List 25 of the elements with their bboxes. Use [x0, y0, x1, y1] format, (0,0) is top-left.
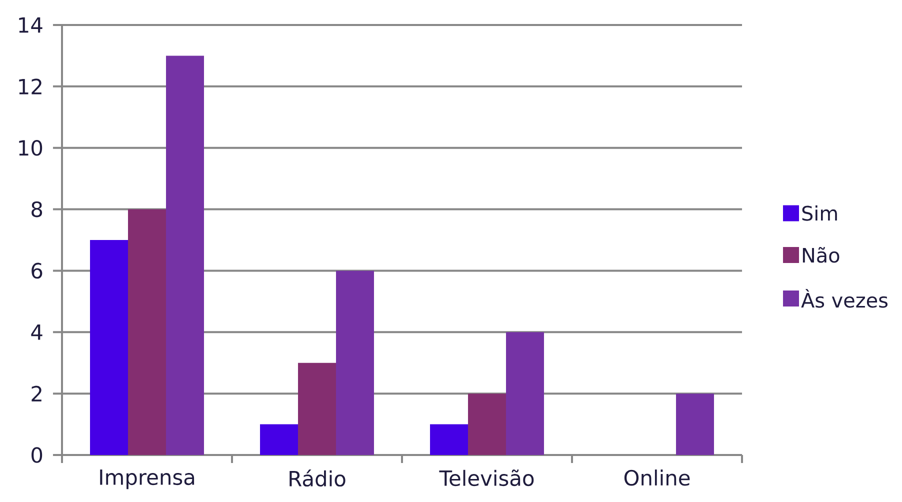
legend-label: Não — [802, 247, 840, 263]
bar — [468, 394, 506, 455]
y-tick-label: 0 — [32, 447, 42, 463]
bar — [166, 56, 204, 455]
bar — [430, 424, 468, 455]
x-tick-label: Imprensa — [100, 470, 194, 490]
bar — [90, 240, 128, 455]
y-tick-label: 4 — [31, 324, 42, 340]
bar — [260, 424, 298, 455]
y-tick-label: 10 — [19, 140, 42, 156]
bar — [676, 394, 714, 455]
legend-label: Sim — [802, 205, 837, 221]
y-tick-label: 12 — [19, 78, 42, 94]
y-tick-label: 8 — [32, 201, 42, 218]
y-tick-label: 2 — [32, 386, 42, 402]
bar — [128, 209, 166, 455]
y-tick-label: 14 — [19, 17, 42, 33]
y-tick-label: 6 — [32, 262, 42, 279]
bar — [298, 362, 336, 455]
bar — [336, 270, 374, 455]
bar — [506, 332, 544, 455]
x-tick-label: Rádio — [290, 470, 346, 487]
x-tick-label: Online — [624, 470, 690, 486]
x-tick-label: Televisão — [439, 470, 534, 486]
legend-label: Às vezes — [801, 289, 888, 308]
